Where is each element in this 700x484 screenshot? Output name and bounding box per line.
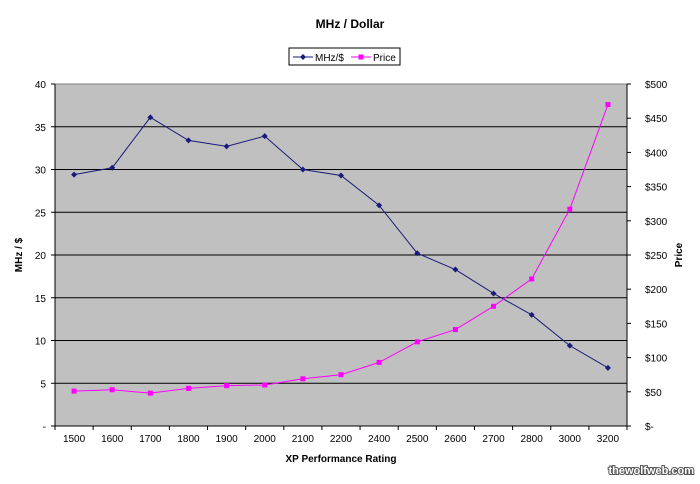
y-tick-label: 5 — [40, 379, 46, 390]
x-tick-label: 2100 — [292, 434, 315, 445]
x-axis-ticks: 1500 1600 1700 1800 1900 2000 2100 2200 2400 2500… — [54, 426, 628, 445]
gridlines — [55, 126, 627, 384]
data-point-mhz — [299, 166, 306, 173]
y2-tick-label: $500 — [645, 80, 668, 91]
x-tick-label: 2200 — [330, 434, 353, 445]
data-point-price — [338, 372, 344, 378]
watermark-text: thewolfweb.com — [608, 465, 694, 477]
series-layer — [71, 102, 611, 396]
x-tick-label: 3000 — [559, 434, 582, 445]
data-point-price — [262, 382, 268, 388]
y2-tick-label: $250 — [645, 251, 668, 262]
y2-tick-label: $200 — [645, 285, 668, 296]
data-point-mhz — [566, 342, 573, 349]
y-tick-label: 20 — [35, 251, 47, 262]
legend: MHz/$ Price — [288, 47, 401, 66]
x-tick-label: 1600 — [101, 434, 124, 445]
data-point-mhz — [109, 164, 116, 171]
data-point-price — [376, 359, 382, 365]
data-point-price — [414, 339, 420, 345]
y-tick-label: 15 — [35, 294, 47, 305]
chart-title: MHz / Dollar — [316, 17, 385, 31]
legend-label-price: Price — [373, 53, 396, 64]
data-point-mhz — [528, 311, 535, 318]
y-tick-label: 40 — [35, 80, 47, 91]
x-tick-label: 2500 — [406, 434, 429, 445]
x-tick-label: 3200 — [597, 434, 620, 445]
x-tick-label: 1500 — [63, 434, 86, 445]
x-axis-title: XP Performance Rating — [286, 454, 397, 465]
data-point-mhz — [71, 171, 78, 178]
x-tick-label: 1800 — [177, 434, 200, 445]
x-tick-label: 2800 — [521, 434, 544, 445]
data-point-mhz — [490, 290, 497, 297]
legend-label-mhz: MHz/$ — [315, 53, 344, 64]
y2-axis-title: Price — [674, 242, 685, 267]
data-point-price — [300, 376, 306, 382]
data-point-price — [109, 387, 115, 393]
y2-tick-label: $150 — [645, 319, 668, 330]
x-tick-label: 2600 — [444, 434, 467, 445]
data-point-mhz — [414, 250, 421, 257]
data-point-mhz — [223, 143, 230, 150]
data-point-price — [452, 327, 458, 333]
x-tick-label: 1900 — [215, 434, 238, 445]
y2-tick-label: $100 — [645, 354, 668, 365]
data-point-price — [529, 276, 535, 282]
data-point-price — [185, 385, 191, 391]
data-point-mhz — [376, 202, 383, 209]
y-tick-label: 35 — [35, 123, 47, 134]
data-point-mhz — [147, 114, 154, 121]
x-tick-label: 2400 — [368, 434, 391, 445]
x-tick-label: 1700 — [139, 434, 162, 445]
data-point-mhz — [185, 137, 192, 144]
y-tick-label: 30 — [35, 166, 47, 177]
y2-tick-label: $400 — [645, 148, 668, 159]
y-tick-label: 25 — [35, 208, 47, 219]
x-tick-label: 2700 — [482, 434, 505, 445]
y-tick-label: 10 — [35, 337, 47, 348]
x-tick-label: 2000 — [254, 434, 277, 445]
y2-tick-label: $50 — [645, 388, 662, 399]
data-point-price — [567, 206, 573, 212]
data-point-price — [147, 390, 153, 396]
y2-tick-label: $350 — [645, 183, 668, 194]
data-point-price — [71, 388, 77, 394]
y-axis-ticks: - 5 10 15 20 25 30 35 40 — [35, 80, 55, 433]
data-point-mhz — [452, 266, 459, 273]
data-point-price — [224, 383, 230, 389]
data-point-mhz — [604, 364, 611, 371]
data-point-price — [491, 303, 497, 309]
y2-tick-label: $450 — [645, 114, 668, 125]
data-point-price — [605, 102, 611, 108]
y2-tick-label: $300 — [645, 217, 668, 228]
y2-axis-ticks: $- $50 $100 $150 $200 $250 $300 $350 $400 $450 $50… — [627, 80, 668, 433]
legend-marker-price — [358, 54, 364, 60]
y2-tick-label: $- — [645, 422, 654, 433]
legend-box — [288, 47, 401, 66]
legend-marker-mhz — [300, 54, 306, 60]
data-point-mhz — [338, 172, 344, 179]
data-point-mhz — [261, 133, 268, 140]
y-axis-title: MHz / $ — [14, 237, 25, 272]
y-tick-label: - — [43, 422, 46, 433]
